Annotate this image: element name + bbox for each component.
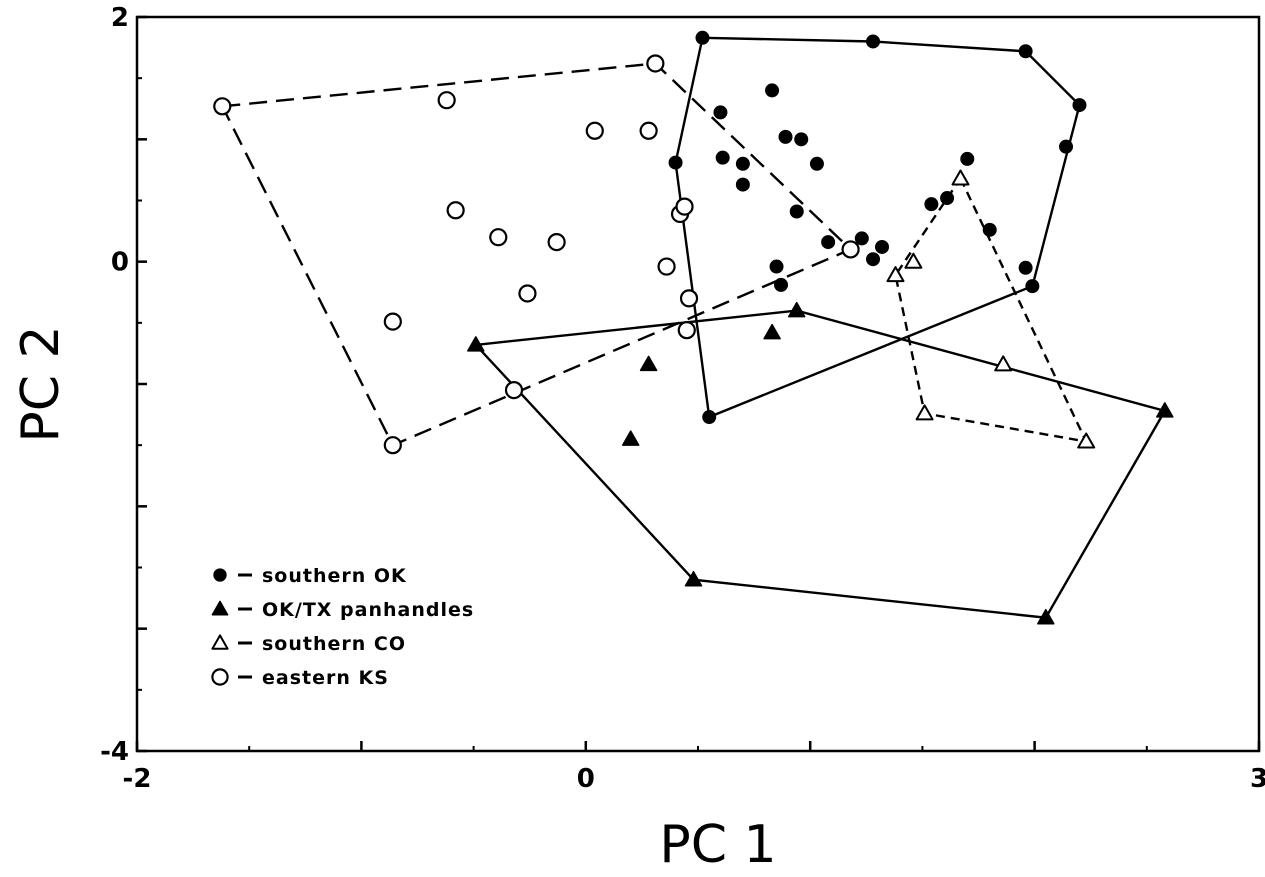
point-southern-ok bbox=[924, 197, 939, 212]
y-tick-label: 0 bbox=[111, 248, 129, 278]
point-eastern-ks bbox=[446, 201, 465, 220]
point-ok-tx-panhandles bbox=[639, 355, 658, 372]
point-eastern-ks bbox=[841, 240, 860, 259]
point-eastern-ks bbox=[504, 381, 524, 400]
point-eastern-ks bbox=[489, 228, 508, 247]
legend-marker bbox=[211, 600, 229, 616]
point-eastern-ks bbox=[646, 54, 665, 73]
point-eastern-ks bbox=[437, 91, 456, 110]
hull-eastern-ks bbox=[220, 62, 853, 447]
point-ok-tx-panhandles bbox=[763, 323, 781, 340]
point-southern-co bbox=[915, 404, 934, 421]
point-eastern-ks bbox=[677, 321, 696, 340]
point-eastern-ks bbox=[383, 312, 402, 331]
point-southern-ok bbox=[715, 150, 730, 165]
y-axis-title: PC 2 bbox=[11, 325, 71, 442]
point-southern-ok bbox=[765, 83, 780, 98]
point-southern-ok bbox=[875, 239, 890, 254]
point-eastern-ks bbox=[213, 97, 232, 116]
point-southern-co bbox=[951, 169, 970, 186]
legend-marker bbox=[211, 634, 229, 650]
point-southern-ok bbox=[866, 252, 881, 267]
point-southern-ok bbox=[960, 151, 975, 166]
point-southern-ok bbox=[789, 204, 804, 219]
point-southern-ok bbox=[713, 105, 728, 120]
point-southern-co bbox=[886, 266, 905, 283]
point-southern-ok bbox=[735, 156, 750, 171]
point-southern-co bbox=[994, 355, 1013, 372]
hull-southern-ok bbox=[674, 36, 1081, 419]
point-southern-ok bbox=[769, 259, 784, 274]
point-southern-ok bbox=[774, 277, 789, 292]
point-southern-ok bbox=[1059, 139, 1074, 154]
point-southern-ok bbox=[735, 177, 750, 192]
point-southern-ok bbox=[1018, 44, 1033, 59]
point-eastern-ks bbox=[675, 197, 694, 216]
point-southern-ok bbox=[1072, 98, 1087, 113]
point-southern-ok bbox=[668, 155, 683, 170]
point-eastern-ks bbox=[518, 284, 537, 303]
legend-marker bbox=[211, 668, 229, 686]
legend-item: southern OK bbox=[213, 565, 407, 587]
legend-label: OK/TX panhandles bbox=[262, 599, 474, 621]
point-southern-ok bbox=[821, 235, 836, 250]
x-tick-label: -2 bbox=[123, 764, 152, 794]
point-eastern-ks bbox=[585, 121, 604, 140]
point-southern-ok bbox=[695, 30, 710, 45]
point-eastern-ks bbox=[639, 121, 658, 140]
y-tick-label: 2 bbox=[111, 3, 129, 33]
point-eastern-ks bbox=[657, 257, 676, 276]
legend-item: southern CO bbox=[211, 633, 406, 655]
legend: southern OK OK/TX panhandles southern CO ea… bbox=[211, 565, 474, 689]
legend-marker bbox=[213, 568, 227, 582]
x-tick-label: 0 bbox=[577, 764, 595, 794]
point-southern-ok bbox=[809, 156, 824, 171]
x-tick-label: 3 bbox=[1250, 764, 1265, 794]
point-southern-co bbox=[904, 252, 923, 269]
y-tick-label: -4 bbox=[100, 737, 129, 767]
point-ok-tx-panhandles bbox=[621, 430, 640, 446]
point-southern-co bbox=[1077, 432, 1096, 449]
point-southern-ok bbox=[1025, 279, 1040, 294]
point-eastern-ks bbox=[547, 232, 566, 252]
hull-ok-tx-panhandles bbox=[473, 309, 1167, 619]
x-axis-title: PC 1 bbox=[659, 815, 776, 875]
legend-label: southern CO bbox=[262, 633, 406, 655]
legend-item: eastern KS bbox=[211, 667, 389, 689]
point-southern-ok bbox=[982, 222, 997, 237]
point-southern-ok bbox=[866, 34, 881, 49]
legend-label: southern OK bbox=[262, 565, 407, 587]
point-ok-tx-panhandles bbox=[1156, 402, 1174, 418]
point-southern-ok bbox=[854, 231, 869, 246]
point-southern-ok bbox=[794, 132, 809, 147]
point-ok-tx-panhandles bbox=[1037, 608, 1055, 625]
legend-label: eastern KS bbox=[262, 667, 389, 689]
point-southern-ok bbox=[702, 410, 717, 425]
hull-southern-co bbox=[894, 176, 1089, 444]
point-southern-ok bbox=[1018, 260, 1033, 275]
point-southern-ok bbox=[940, 191, 955, 206]
point-eastern-ks bbox=[679, 289, 699, 308]
point-southern-ok bbox=[778, 129, 793, 144]
point-eastern-ks bbox=[383, 436, 402, 455]
point-ok-tx-panhandles bbox=[684, 570, 703, 587]
legend-item: OK/TX panhandles bbox=[211, 599, 474, 621]
point-ok-tx-panhandles bbox=[787, 301, 806, 318]
point-ok-tx-panhandles bbox=[467, 336, 485, 352]
